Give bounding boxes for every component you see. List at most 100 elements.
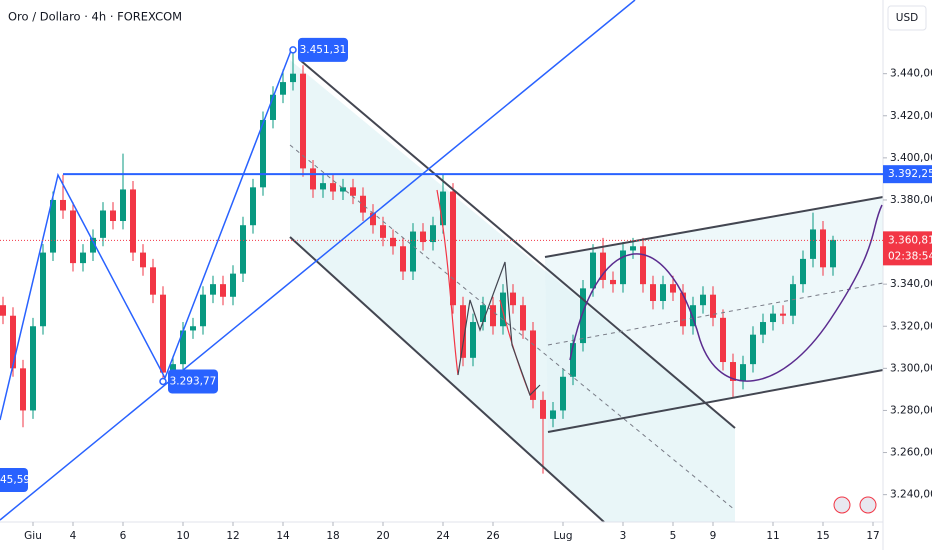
countdown: 02:38:54 xyxy=(888,250,932,262)
trend-line xyxy=(0,0,636,521)
currency-button[interactable] xyxy=(887,5,927,31)
x-tick-label: Lug xyxy=(554,530,573,542)
x-tick-label: 12 xyxy=(226,530,239,542)
chart-title: Oro / Dollaro · 4h · FOREXCOM xyxy=(8,10,182,24)
annotation-label: 3.293,77 xyxy=(170,375,217,387)
candle-body xyxy=(560,376,566,411)
x-tick-label: 6 xyxy=(120,530,127,542)
candle-body xyxy=(550,410,556,419)
x-tick-label: 15 xyxy=(816,530,829,542)
candle-body xyxy=(170,364,176,373)
x-tick-label: 14 xyxy=(276,530,290,542)
candle-body xyxy=(140,252,146,268)
x-tick-label: 20 xyxy=(376,530,389,542)
candle-body xyxy=(340,187,346,192)
x-tick-label: 5 xyxy=(670,530,677,542)
candle-body xyxy=(180,330,186,365)
current-price-box xyxy=(883,231,932,266)
candle-body xyxy=(200,294,206,327)
channel-mid xyxy=(547,282,884,346)
candle-body xyxy=(650,284,656,301)
candle-body xyxy=(360,195,366,213)
annotation-box xyxy=(298,37,348,62)
candle-body xyxy=(610,279,616,285)
candle-body xyxy=(640,246,646,285)
candle-body xyxy=(0,305,6,316)
event-icon[interactable] xyxy=(833,496,851,514)
candle-body xyxy=(190,326,196,331)
channel-line xyxy=(544,196,884,258)
y-tick-label: 3.340,00 xyxy=(890,278,932,290)
x-tick-label: 18 xyxy=(326,530,339,542)
candle-body xyxy=(160,294,166,373)
annotation-box xyxy=(0,468,28,492)
candle-body xyxy=(270,94,276,120)
candle-body xyxy=(530,330,536,400)
candle-body xyxy=(80,252,86,264)
channel-line xyxy=(289,236,605,523)
candle-body xyxy=(220,284,226,297)
candle-body xyxy=(420,231,426,243)
currency[interactable]: USD xyxy=(896,12,918,24)
candle-body xyxy=(630,246,636,251)
zigzag xyxy=(457,261,541,397)
x-tick-label: Giu xyxy=(24,530,42,542)
channel-line xyxy=(547,369,884,433)
candle-body xyxy=(680,292,686,327)
channel-line xyxy=(299,59,736,429)
candle-body xyxy=(10,315,16,369)
candle-body xyxy=(290,73,296,83)
candle-body xyxy=(710,294,716,318)
zigzag xyxy=(0,47,293,421)
price-label: 3.392,25 xyxy=(888,168,932,180)
y-tick-label: 3.420,00 xyxy=(890,110,932,122)
candle-body xyxy=(820,229,826,268)
cup-arc xyxy=(569,204,883,382)
candle-body xyxy=(730,362,736,381)
curve xyxy=(436,189,459,376)
candle-body xyxy=(260,119,266,188)
candle-body xyxy=(810,229,816,259)
candle-body xyxy=(620,250,626,285)
candle-body xyxy=(480,305,486,323)
candle-body xyxy=(310,168,316,190)
annotation-box xyxy=(168,369,218,394)
x-tick-label: 24 xyxy=(436,530,450,542)
annotation-point xyxy=(159,377,167,386)
candle-body xyxy=(660,284,666,301)
candle-body xyxy=(470,322,476,358)
x-tick-label: 3 xyxy=(620,530,627,542)
candle-body xyxy=(100,210,106,238)
candle-body xyxy=(400,246,406,272)
candle-body xyxy=(690,305,696,327)
candle-body xyxy=(430,225,436,243)
y-tick-label: 3.300,00 xyxy=(890,362,932,374)
candle-body xyxy=(740,364,746,381)
y-tick-label: 3.440,00 xyxy=(890,68,932,80)
candle-body xyxy=(670,284,676,293)
candle-body xyxy=(830,239,836,268)
annotation-label: 3.451,31 xyxy=(300,44,347,56)
candle-body xyxy=(580,288,586,344)
x-tick-label: 10 xyxy=(176,530,189,542)
candle-body xyxy=(490,305,496,327)
candle-body xyxy=(210,284,216,295)
candle-body xyxy=(230,273,236,297)
candle-body xyxy=(770,313,776,323)
event-icon[interactable] xyxy=(859,496,877,514)
candle-body xyxy=(520,305,526,331)
candle-body xyxy=(110,210,116,222)
y-tick-label: 3.400,00 xyxy=(890,152,932,164)
candle-body xyxy=(130,189,136,253)
x-tick-label: 11 xyxy=(766,530,779,542)
candle-body xyxy=(800,258,806,285)
y-tick-label: 3.280,00 xyxy=(890,404,932,416)
candle-body xyxy=(70,210,76,264)
candle-body xyxy=(460,305,466,358)
candle-body xyxy=(30,326,36,411)
candle-body xyxy=(20,368,26,411)
x-tick-label: 4 xyxy=(70,530,77,542)
candle-body xyxy=(150,267,156,295)
current-price-label: 3.360,81 xyxy=(888,234,932,246)
